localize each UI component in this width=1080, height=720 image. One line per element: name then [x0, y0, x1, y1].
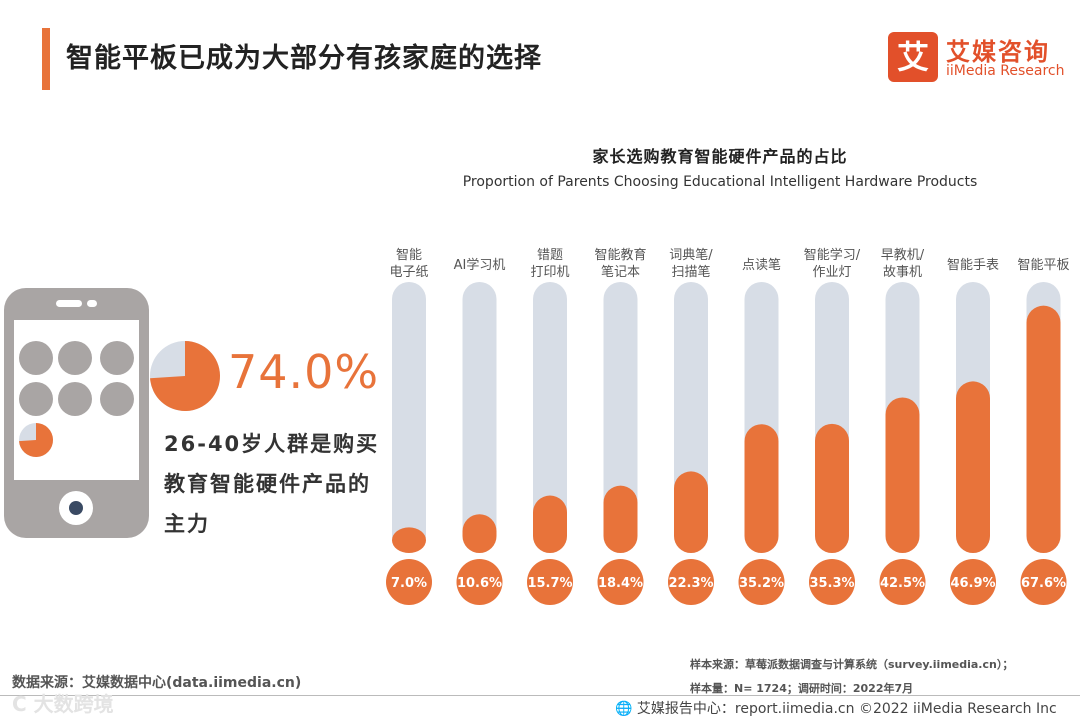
- category-label: 错题: [537, 248, 563, 263]
- bar: [462, 514, 497, 553]
- value-label: 18.4%: [598, 576, 643, 591]
- value-badge: [597, 559, 644, 605]
- screen-pie-slice: [19, 423, 53, 457]
- bar: [392, 527, 426, 553]
- value-label: 22.3%: [668, 576, 713, 591]
- category-label: 扫描笔: [671, 264, 710, 280]
- bar: [533, 495, 567, 553]
- highlight-pie-slice: [150, 341, 220, 411]
- value-badge: [950, 559, 996, 605]
- category-label: 智能教育: [594, 247, 646, 263]
- footer-report: 🌐 艾媒报告中心：report.iimedia.cn ©2022 iiMedia…: [615, 701, 1057, 717]
- category-label: 打印机: [530, 265, 569, 280]
- screen-dot: [58, 341, 92, 375]
- page-title: 智能平板已成为大部分有孩家庭的选择: [66, 43, 542, 74]
- bar-track: [462, 282, 497, 553]
- screen-dot: [100, 382, 134, 416]
- highlight-value: 74.0%: [228, 345, 380, 399]
- value-label: 42.5%: [880, 576, 925, 591]
- bar: [956, 381, 990, 553]
- footer-divider: [0, 695, 1080, 696]
- bar: [744, 424, 779, 553]
- value-label: 46.9%: [950, 576, 995, 591]
- category-label: 智能: [396, 248, 422, 263]
- value-badge: [386, 559, 432, 605]
- bar-track: [603, 282, 638, 553]
- bar-track: [392, 282, 426, 553]
- highlight-description: 26-40岁人群是购买教育智能硬件产品的主力: [164, 432, 380, 536]
- value-badge: [668, 559, 714, 605]
- bar: [1026, 305, 1061, 553]
- category-label: 电子纸: [389, 265, 428, 280]
- phone-speaker: [56, 300, 82, 307]
- category-label: 智能手表: [947, 258, 999, 273]
- sample-info: 样本量：N= 1724；调研时间：2022年7月: [690, 682, 914, 695]
- value-badge: [738, 559, 785, 605]
- title-accent-bar: [42, 28, 50, 90]
- category-label: AI学习机: [454, 257, 506, 273]
- value-label: 7.0%: [391, 576, 427, 591]
- screen-dot: [58, 382, 92, 416]
- value-badge: [879, 559, 926, 605]
- category-label: 词典笔/: [669, 247, 713, 263]
- phone-camera: [87, 300, 97, 307]
- value-badge: [809, 559, 855, 605]
- screen-dot: [19, 341, 53, 375]
- value-label: 35.3%: [809, 576, 854, 591]
- phone-home-button: [59, 491, 93, 525]
- sample-source: 样本来源：草莓派数据调查与计算系统（survey.iimedia.cn）；: [690, 658, 1014, 671]
- chart-title: 家长选购教育智能硬件产品的占比: [592, 147, 848, 166]
- logo-name-cn: 艾媒咨询: [946, 38, 1050, 66]
- category-label: 作业灯: [812, 265, 851, 280]
- brand-logo: 艾 艾媒咨询 iiMedia Research: [888, 32, 1065, 84]
- data-source: 数据来源：艾媒数据中心(data.iimedia.cn): [12, 675, 302, 691]
- value-label: 35.2%: [739, 576, 784, 591]
- bar: [815, 423, 849, 553]
- chart-subtitle: Proportion of Parents Choosing Education…: [462, 174, 978, 190]
- screen-dot: [19, 382, 53, 416]
- bar: [674, 471, 708, 553]
- bar: [603, 485, 638, 553]
- logo-mark: 艾: [888, 32, 938, 82]
- category-label: 故事机: [883, 265, 922, 280]
- value-label: 15.7%: [527, 576, 572, 591]
- value-label: 10.6%: [457, 576, 502, 591]
- logo-name-en: iiMedia Research: [946, 63, 1065, 79]
- category-label: 点读笔: [742, 257, 781, 273]
- bar-track: [533, 282, 567, 553]
- category-label: 智能学习/: [804, 247, 861, 263]
- category-label: 笔记本: [601, 264, 640, 280]
- value-badge: [456, 559, 503, 605]
- value-badge: [527, 559, 573, 605]
- bar: [885, 397, 920, 553]
- watermark: C 大数跨境: [12, 692, 114, 716]
- screen-dot: [100, 341, 134, 375]
- value-label: 67.6%: [1021, 576, 1066, 591]
- value-badge: [1020, 559, 1067, 605]
- category-label: 早教机/: [881, 247, 925, 263]
- category-label: 智能平板: [1017, 258, 1069, 273]
